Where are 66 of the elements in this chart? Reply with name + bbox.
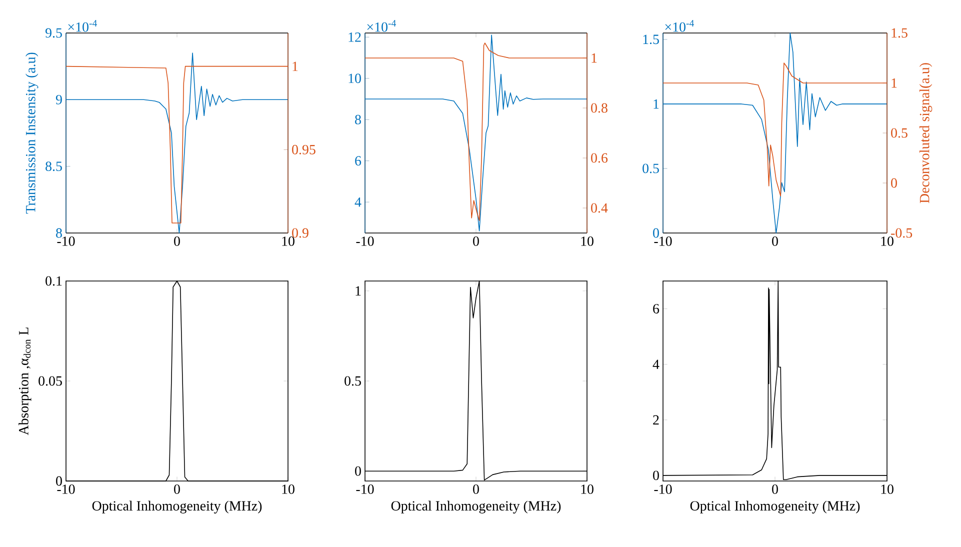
y-tick-label: 1 xyxy=(356,286,361,296)
text: ×10$^{-4}$ xyxy=(68,20,97,32)
y2-tick-label: 0 xyxy=(891,178,897,188)
x-tick-label: -10 xyxy=(356,236,374,246)
x-tick-label: -10 xyxy=(654,236,672,246)
x-tick-label: -10 xyxy=(356,484,374,494)
y-tick-label: 0 xyxy=(653,228,659,238)
y-tick-label: 4 xyxy=(652,360,660,369)
x-axis-title: Optical Inhomogeneity (MHz) xyxy=(391,500,561,514)
x-tick-label: 10 xyxy=(282,484,294,494)
y2-tick-label: 0.8 xyxy=(591,103,608,113)
x-axis-title: Optical Inhomogeneity (MHz) xyxy=(92,500,262,514)
y-tick-label: 6 xyxy=(355,156,362,166)
x-tick-label: 10 xyxy=(881,484,894,494)
x-tick-label: -10 xyxy=(654,484,672,494)
y-tick-label: 0.05 xyxy=(38,376,62,386)
x-tick-label: 0 xyxy=(174,484,180,494)
y-tick-label: 1 xyxy=(654,99,659,109)
y-tick-label: 2 xyxy=(653,415,659,425)
y2-tick-label: 1.5 xyxy=(892,28,908,38)
y-tick-label: 1.5 xyxy=(643,34,659,44)
y2-tick-label: 0.95 xyxy=(292,144,316,154)
y-tick-label: 0.5 xyxy=(344,376,361,386)
x-tick-label: -10 xyxy=(57,236,75,246)
y-tick-label: 12 xyxy=(348,32,361,42)
y-tick-label: 0.1 xyxy=(46,276,62,286)
y-tick-label: 8.5 xyxy=(46,162,62,172)
x-tick-label: 10 xyxy=(581,484,594,494)
x-tick-label: -10 xyxy=(57,484,75,494)
y2-tick-label: 1 xyxy=(292,62,298,71)
y-axis-title: Transmission Instensity (a.u) xyxy=(26,52,38,214)
text: ×10$^{-4}$ xyxy=(665,20,694,32)
x-axis-title: Optical Inhomogeneity (MHz) xyxy=(690,500,860,514)
y-tick-label: 9.5 xyxy=(46,28,62,38)
y-tick-label: 8 xyxy=(56,228,62,238)
y-tick-label: 0 xyxy=(355,466,361,476)
y-tick-label: 0 xyxy=(653,470,659,480)
x-tick-label: 10 xyxy=(881,236,894,246)
y-tick-label: 0.5 xyxy=(642,164,659,174)
y2-tick-label: 0.5 xyxy=(891,128,908,138)
text: ×10$^{-4}$ xyxy=(367,20,396,32)
y-tick-label: 9 xyxy=(56,94,62,104)
y2-axis-title: Deconvoluted signal(a.u) xyxy=(919,63,932,204)
y-tick-label: 10 xyxy=(348,74,361,84)
x-tick-label: 0 xyxy=(473,484,479,494)
y-tick-label: 0 xyxy=(56,476,62,486)
y2-tick-label: 1 xyxy=(892,78,897,88)
x-tick-label: 10 xyxy=(581,236,594,246)
y2-tick-label: 0.6 xyxy=(591,153,608,163)
x-tick-label: 0 xyxy=(772,236,778,246)
y2-tick-label: -0.5 xyxy=(891,228,912,238)
y-axis-title: Absorption ,α$_{dcon}$ L xyxy=(18,328,32,436)
y2-tick-label: 0.9 xyxy=(292,228,308,238)
line-series xyxy=(364,280,588,480)
y-tick-label: 4 xyxy=(354,197,362,207)
line-series xyxy=(662,32,888,234)
y2-tick-label: 1 xyxy=(592,53,597,63)
x-tick-label: 10 xyxy=(282,236,294,246)
y-tick-label: 6 xyxy=(653,304,660,314)
x-tick-label: 0 xyxy=(174,236,180,246)
y2-tick-label: 0.4 xyxy=(591,203,608,213)
line-series xyxy=(662,280,888,480)
x-tick-label: 0 xyxy=(473,236,479,246)
x-tick-label: 0 xyxy=(772,484,778,494)
y-tick-label: 8 xyxy=(355,114,361,124)
line-series xyxy=(663,62,888,196)
